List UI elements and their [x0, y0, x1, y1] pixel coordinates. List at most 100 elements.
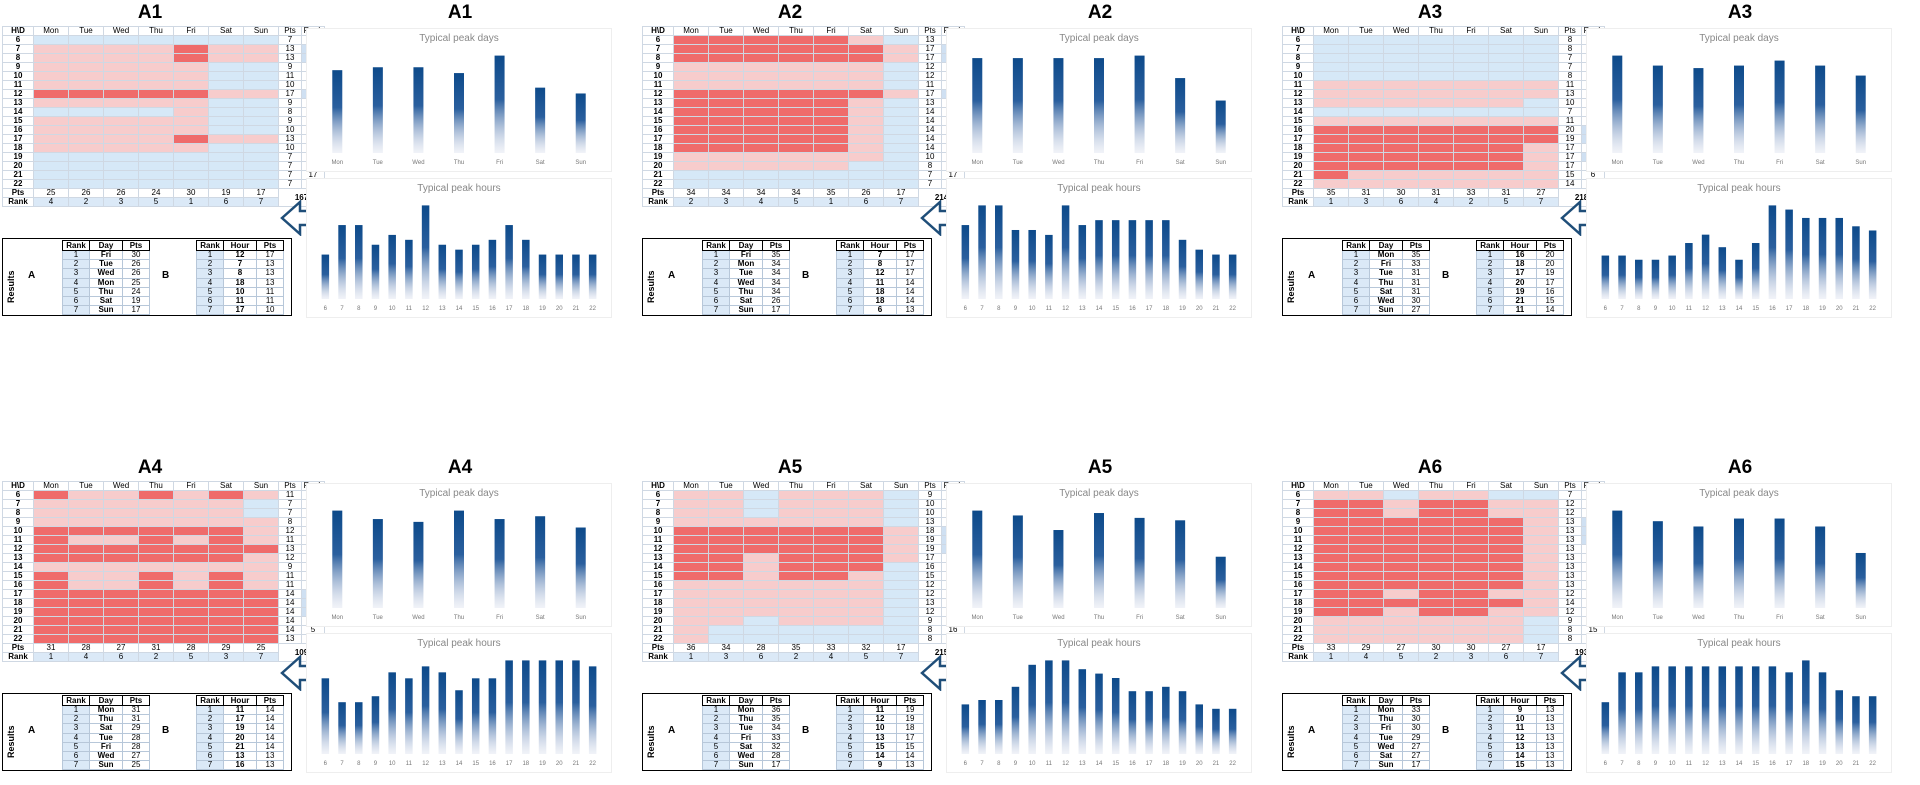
heatmap-cell — [103, 152, 139, 162]
heatmap-cell — [883, 571, 919, 581]
heatmap-cell — [173, 508, 209, 518]
heatmap-cell — [1348, 634, 1384, 644]
bar — [494, 55, 505, 153]
bar — [1693, 68, 1704, 153]
results-cell: 27 — [1402, 750, 1430, 762]
heatmap-cell — [243, 89, 279, 99]
heatmap-cell — [243, 562, 279, 572]
heatmap-cell — [673, 508, 709, 518]
heatmap-cell — [173, 62, 209, 72]
bar — [454, 73, 464, 153]
bar — [588, 254, 597, 299]
heatmap-cell — [1418, 526, 1454, 536]
heatmap-cell — [68, 544, 104, 554]
heatmap-cell — [1418, 544, 1454, 554]
heatmap-cell — [743, 62, 779, 72]
heatmap-cell — [1488, 62, 1524, 72]
tick-label: 14 — [1736, 306, 1743, 312]
hours-chart: Typical peak hours 6 7 8 9 10 11 12 13 14 15 16 17 18… — [1586, 633, 1892, 773]
heatmap-cell — [813, 544, 849, 554]
tick-label: 6 — [324, 761, 328, 767]
heatmap-cell — [138, 490, 174, 500]
heatmap-cell — [848, 134, 884, 144]
heatmap-cell — [173, 571, 209, 581]
heatmap-row: 19143 — [2, 607, 325, 617]
bar — [588, 666, 597, 754]
heatmap-cell — [103, 62, 139, 72]
bar — [1855, 75, 1866, 153]
results-cell: 17 — [1402, 760, 1430, 771]
heatmap-day-header: Mon — [1313, 26, 1349, 36]
tick-label: 8 — [1637, 306, 1641, 312]
results-header: Day — [1369, 695, 1403, 706]
heatmap-cell — [173, 517, 209, 527]
heatmap-day-header: Sat — [848, 481, 884, 491]
heatmap-row: 101213 — [642, 71, 965, 81]
heatmap-cell — [68, 134, 104, 144]
heatmap-cell — [1453, 490, 1489, 500]
heatmap-cell — [813, 80, 849, 90]
heatmap-day-pts: 28 — [743, 643, 779, 653]
heatmap-cell — [1383, 161, 1419, 171]
heatmap-hour-label: 11 — [2, 535, 34, 545]
heatmap-cell — [743, 535, 779, 545]
heatmap-cell — [1488, 589, 1524, 599]
bar — [575, 93, 586, 153]
heatmap-cell — [708, 134, 744, 144]
results-cell: 3 — [196, 723, 224, 734]
heatmap-cell — [1453, 616, 1489, 626]
results-row: 3 12 17 — [836, 268, 924, 279]
heatmap-cell — [138, 170, 174, 180]
heatmap-hour-label: 16 — [2, 125, 34, 135]
bar — [1094, 513, 1104, 608]
heatmap-day-rank: 7 — [1523, 652, 1559, 662]
heatmap-hour-label: 12 — [1282, 89, 1314, 99]
heatmap-hour-pts: 12 — [918, 71, 942, 81]
bar — [1651, 259, 1660, 299]
heatmap-cell — [1313, 71, 1349, 81]
heatmap-cell — [1488, 625, 1524, 635]
heatmap-hour-pts: 13 — [1558, 517, 1582, 527]
results-row: 3 17 19 — [1476, 268, 1564, 279]
heatmap-day-pts: 26 — [103, 188, 139, 198]
heatmap-day-header: Thu — [1418, 26, 1454, 36]
heatmap-hour-label: 17 — [2, 134, 34, 144]
heatmap-cell — [1523, 62, 1559, 72]
heatmap-day-header: Sun — [243, 481, 279, 491]
heatmap-hour-label: 13 — [2, 98, 34, 108]
bar — [1061, 660, 1070, 754]
heatmap-hour-pts: 17 — [918, 89, 942, 99]
heatmap-cell — [138, 544, 174, 554]
heatmap-hour-label: 15 — [2, 116, 34, 126]
results-row: 5 Sat 32 — [702, 741, 790, 752]
heatmap-cell — [708, 143, 744, 153]
heatmap-row: 22139 — [2, 634, 325, 644]
heatmap-cell — [673, 607, 709, 617]
heatmap-cell — [1313, 161, 1349, 171]
heatmap-row: 191214 — [1282, 607, 1605, 617]
results-cell: 4 — [1342, 732, 1370, 743]
results-cell: 33 — [762, 732, 790, 743]
results-cell: 31 — [122, 704, 150, 716]
heatmap-day-rank: 5 — [1383, 652, 1419, 662]
heatmap-cell — [1418, 607, 1454, 617]
results-row: 2 Thu 31 — [62, 714, 150, 725]
tick-label: Fri — [1776, 160, 1783, 166]
heatmap-cell — [33, 544, 69, 554]
heatmap-cell — [173, 598, 209, 608]
tick-label: 15 — [1752, 306, 1759, 312]
heatmap-cell — [1348, 526, 1384, 536]
heatmap-cell — [883, 44, 919, 54]
results-box — [2, 238, 292, 316]
hours-chart: Typical peak hours 6 7 8 9 10 11 12 13 14 15 16 17 18… — [946, 633, 1252, 773]
heatmap-hour-pts: 8 — [278, 517, 302, 527]
bar — [321, 254, 330, 299]
results-row: 3 10 18 — [836, 723, 924, 734]
heatmap-cell — [848, 62, 884, 72]
heatmap-cell — [708, 170, 744, 180]
heatmap-row: 21 7 17 — [642, 170, 965, 180]
results-cell: 11 — [1503, 723, 1537, 734]
heatmap-day-rank: 6 — [848, 197, 884, 207]
heatmap-hour-label: 17 — [642, 134, 674, 144]
heatmap-cell — [103, 598, 139, 608]
